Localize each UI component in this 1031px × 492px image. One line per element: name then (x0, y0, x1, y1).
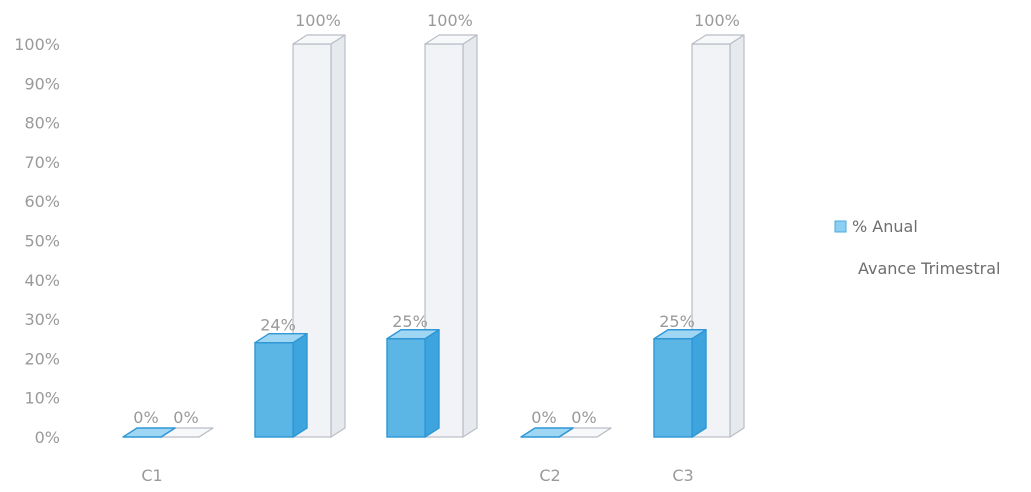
bar-anual (386, 329, 440, 438)
y-tick-label: 80% (24, 114, 60, 133)
bar-top-face (424, 34, 478, 45)
y-tick-label: 10% (24, 389, 60, 408)
value-label-anual: 0% (133, 408, 158, 427)
bar-anual (254, 332, 308, 438)
x-tick-label: C2 (539, 466, 560, 485)
bar-top-face (122, 427, 176, 438)
value-labels: 0% 0% 24% 100% 25% 100% 0% 0% 25% 100% (133, 11, 740, 427)
value-label-anual: 24% (260, 316, 296, 335)
value-label-avance: 0% (571, 408, 596, 427)
bar-anual (520, 427, 574, 438)
y-axis: 0% 10% 20% 30% 40% 50% 60% 70% 80% 90% 100% (14, 35, 60, 447)
value-label-anual: 25% (392, 312, 428, 331)
bar-top-face (520, 427, 574, 438)
bar-front-face (653, 338, 693, 438)
value-label-anual: 0% (531, 408, 556, 427)
bar-side-face (729, 34, 745, 438)
value-label-avance: 100% (427, 11, 473, 30)
legend-swatch-anual (834, 220, 847, 233)
y-tick-label: 100% (14, 35, 60, 54)
bar-top-face (653, 329, 707, 340)
y-tick-label: 90% (24, 74, 60, 93)
value-label-avance: 100% (694, 11, 740, 30)
bar-anual (653, 329, 707, 438)
y-tick-label: 70% (24, 153, 60, 172)
x-axis: C1 C2 C3 (141, 466, 693, 485)
bar-side-face (292, 332, 308, 438)
y-tick-label: 20% (24, 349, 60, 368)
y-tick-label: 0% (35, 428, 60, 447)
value-label-anual: 25% (659, 312, 695, 331)
bar-top-face (691, 34, 745, 45)
bar-top-face (292, 34, 346, 45)
legend-label-avance: Avance Trimestral (858, 259, 1000, 278)
bar-front-face (386, 338, 426, 438)
value-label-avance: 0% (173, 408, 198, 427)
y-tick-label: 60% (24, 192, 60, 211)
legend: % Anual Avance Trimestral (834, 217, 1000, 278)
bar-top-face (254, 332, 308, 344)
y-tick-label: 50% (24, 232, 60, 251)
bar-avance (292, 34, 346, 438)
legend-label-anual: % Anual (852, 217, 918, 236)
bar-top-face (386, 329, 440, 340)
bar-side-face (462, 34, 478, 438)
value-label-avance: 100% (295, 11, 341, 30)
bar-side-face (424, 329, 440, 438)
bars (122, 34, 745, 438)
bar-anual (122, 427, 176, 438)
bar-avance (160, 427, 214, 438)
y-tick-label: 30% (24, 310, 60, 329)
x-tick-label: C1 (141, 466, 162, 485)
y-tick-label: 40% (24, 271, 60, 290)
x-tick-label: C3 (672, 466, 693, 485)
bar-front-face (254, 341, 294, 438)
bar-side-face (330, 34, 346, 438)
bar-side-face (691, 329, 707, 438)
